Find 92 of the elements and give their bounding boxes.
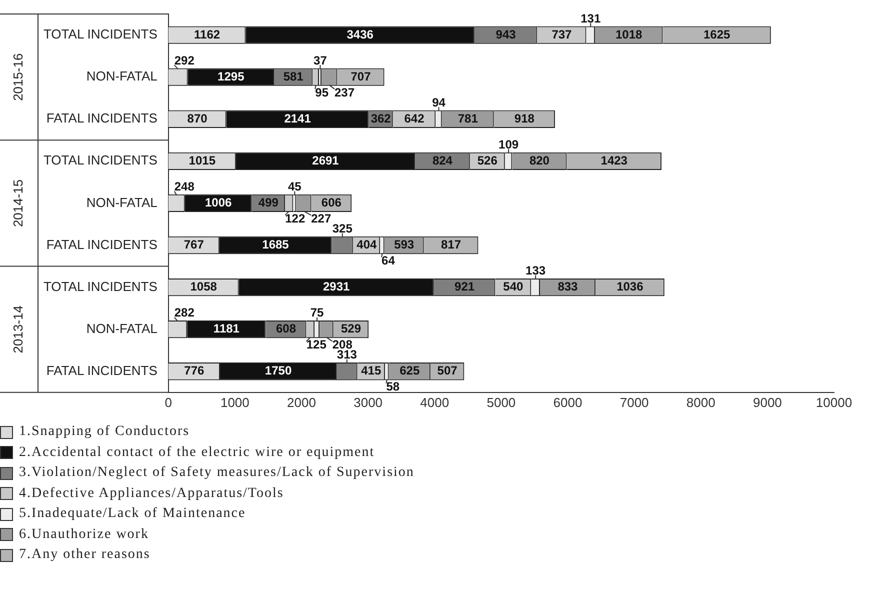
data-label: 292 bbox=[174, 53, 195, 68]
data-label: 131 bbox=[580, 11, 601, 26]
data-label: 737 bbox=[552, 27, 572, 42]
data-label: 1018 bbox=[616, 27, 643, 42]
data-label: 325 bbox=[332, 222, 353, 236]
data-label: 1058 bbox=[190, 280, 218, 294]
data-label: 529 bbox=[340, 322, 362, 336]
data-label: 820 bbox=[529, 153, 550, 168]
x-tick-label: 2000 bbox=[287, 394, 316, 410]
y-tick-label: NON-FATAL bbox=[86, 68, 158, 84]
data-label: 75 bbox=[310, 306, 324, 320]
x-tick-label: 9000 bbox=[752, 394, 782, 410]
data-label: 58 bbox=[386, 380, 400, 394]
legend-label: 5.Inadequate/Lack of Maintenance bbox=[19, 506, 246, 522]
data-label: 540 bbox=[503, 280, 524, 294]
y-tick-label: NON-FATAL bbox=[86, 194, 158, 210]
data-label: 1006 bbox=[205, 196, 232, 210]
legend-label: 2.Accidental contact of the electric wire or equipment bbox=[19, 444, 375, 461]
data-label: 1423 bbox=[600, 153, 628, 168]
y-tick-label: FATAL INCIDENTS bbox=[46, 362, 158, 378]
legend-label: 7.Any other reasons bbox=[19, 547, 150, 564]
data-label: 817 bbox=[441, 238, 462, 252]
data-label: 707 bbox=[350, 69, 372, 84]
data-label: 2141 bbox=[284, 111, 312, 126]
data-label: 362 bbox=[370, 111, 392, 126]
text: 2014-15 bbox=[10, 179, 26, 228]
data-label: 1625 bbox=[703, 27, 730, 42]
data-label: 507 bbox=[437, 364, 458, 378]
x-tick-label: 8000 bbox=[686, 394, 716, 410]
data-label: 833 bbox=[558, 280, 578, 294]
data-label: 921 bbox=[454, 280, 475, 294]
data-label: 776 bbox=[184, 364, 205, 378]
data-label: 1162 bbox=[194, 27, 220, 42]
data-label: 625 bbox=[400, 364, 420, 378]
data-label: 94 bbox=[432, 95, 446, 110]
data-label: 606 bbox=[321, 196, 342, 210]
y-tick-label: TOTAL INCIDENTS bbox=[43, 26, 158, 42]
data-label: 824 bbox=[432, 153, 453, 168]
data-label: 870 bbox=[187, 111, 208, 126]
data-label: 593 bbox=[394, 238, 414, 252]
data-label: 581 bbox=[283, 69, 304, 84]
data-label: 45 bbox=[288, 180, 302, 194]
x-tick-label: 6000 bbox=[553, 394, 582, 410]
data-label: 1295 bbox=[218, 69, 245, 84]
data-label: 133 bbox=[526, 264, 546, 278]
data-label: 918 bbox=[514, 111, 535, 126]
x-tick-label: 1000 bbox=[220, 394, 250, 410]
data-label: 37 bbox=[314, 53, 328, 68]
data-label: 125 bbox=[306, 338, 327, 352]
data-label: 1181 bbox=[213, 322, 240, 336]
data-label: 3436 bbox=[346, 27, 374, 42]
data-label: 1750 bbox=[264, 364, 292, 378]
legend-label: 1.Snapping of Conductors bbox=[19, 424, 190, 440]
data-label: 526 bbox=[477, 153, 498, 168]
x-tick-label: 5000 bbox=[486, 394, 516, 410]
text: 2013-14 bbox=[10, 305, 26, 354]
data-label: 1015 bbox=[188, 153, 216, 168]
x-tick-label: 7000 bbox=[620, 394, 649, 410]
data-label: 767 bbox=[184, 238, 204, 252]
text: 2015-16 bbox=[10, 53, 26, 101]
y-tick-label: TOTAL INCIDENTS bbox=[43, 278, 158, 294]
x-tick-label: 10000 bbox=[816, 394, 852, 410]
data-label: 404 bbox=[356, 238, 377, 252]
data-label: 1036 bbox=[616, 280, 644, 294]
data-label: 227 bbox=[311, 212, 332, 226]
x-tick-label: 4000 bbox=[420, 394, 450, 410]
data-label: 608 bbox=[276, 322, 296, 336]
data-label: 64 bbox=[382, 254, 396, 268]
data-label: 1685 bbox=[262, 238, 290, 252]
y-tick-label: FATAL INCIDENTS bbox=[46, 236, 158, 252]
data-label: 237 bbox=[334, 85, 355, 100]
data-label: 781 bbox=[458, 111, 478, 126]
y-tick-label: FATAL INCIDENTS bbox=[46, 110, 158, 126]
x-tick-label: 3000 bbox=[354, 394, 383, 410]
data-label: 122 bbox=[285, 212, 306, 226]
y-tick-label: TOTAL INCIDENTS bbox=[43, 152, 158, 168]
data-label: 282 bbox=[174, 306, 195, 320]
legend-label: 3.Violation/Neglect of Safety measures/Lack of Supervision bbox=[19, 465, 414, 482]
data-label: 313 bbox=[336, 348, 358, 362]
data-label: 248 bbox=[174, 180, 195, 194]
data-label: 943 bbox=[496, 27, 516, 42]
data-label: 2691 bbox=[312, 153, 340, 168]
x-tick-label: 0 bbox=[164, 394, 172, 410]
data-label: 2931 bbox=[322, 280, 350, 294]
legend-label: 6.Unauthorize work bbox=[19, 526, 149, 543]
legend-label: 4.Defective Appliances/Apparatus/Tools bbox=[19, 486, 284, 502]
data-label: 95 bbox=[315, 85, 329, 100]
y-tick-label: NON-FATAL bbox=[86, 320, 158, 336]
data-label: 499 bbox=[258, 196, 279, 210]
data-label: 109 bbox=[498, 137, 519, 152]
data-label: 415 bbox=[361, 364, 382, 378]
data-label: 642 bbox=[404, 111, 425, 126]
